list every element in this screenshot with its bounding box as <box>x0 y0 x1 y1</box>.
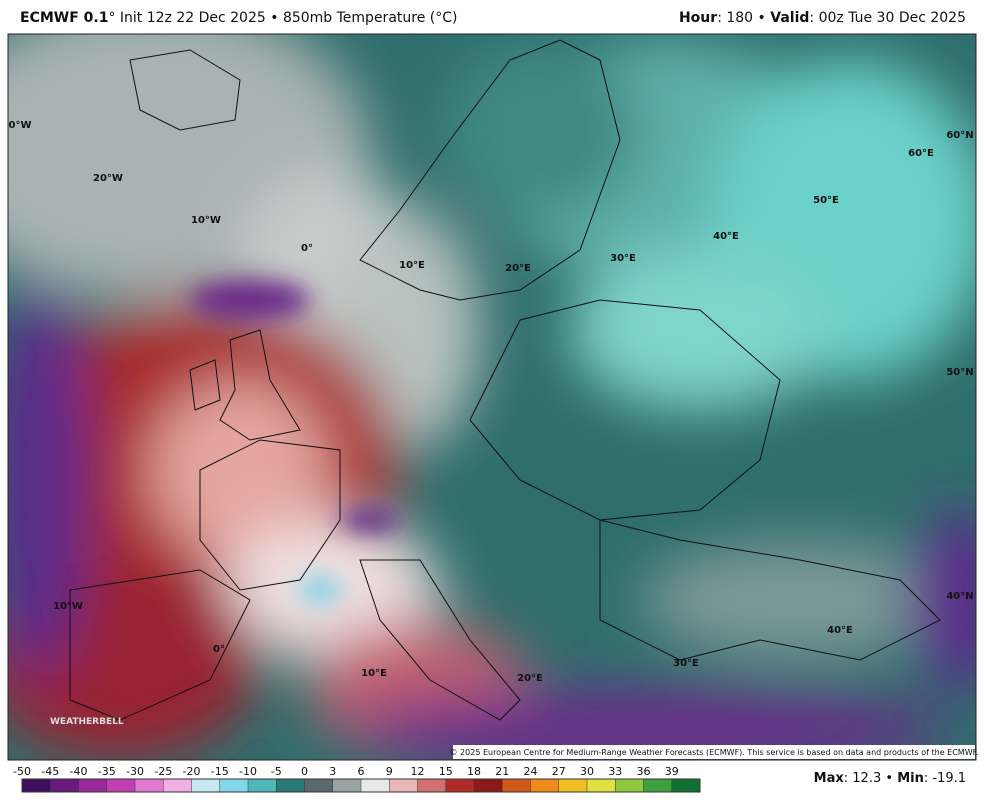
min-label: Min <box>897 771 924 786</box>
coastlines <box>69 39 941 721</box>
grid-label: 30°E <box>610 253 636 264</box>
grid-label: 20°E <box>505 263 531 274</box>
colorbar-swatch <box>587 779 616 792</box>
grid-label: 40°E <box>827 625 853 636</box>
separator: • <box>885 771 894 786</box>
colorbar-tick-label: 36 <box>637 765 651 778</box>
grid-label: 0° <box>213 644 225 655</box>
colorbar-tick-label: 39 <box>665 765 679 778</box>
grid-label: 50°N <box>946 367 973 378</box>
colorbar-swatch <box>361 779 390 792</box>
colorbar-tick-label: 15 <box>439 765 453 778</box>
colorbar-tick-label: -10 <box>239 765 257 778</box>
colorbar-swatch <box>163 779 192 792</box>
hour: 180 <box>726 10 754 26</box>
colorbar-tick-label: -50 <box>13 765 31 778</box>
subtitle: ° Init 12z 22 Dec 2025 • 850mb Temperatu… <box>108 10 458 26</box>
min: -19.1 <box>932 771 966 786</box>
colorbar-tick-label: 27 <box>552 765 566 778</box>
footer: Max: 12.3 • Min: -19.1 <box>813 771 966 786</box>
max-label: Max <box>813 771 844 786</box>
colorbar-tick-label: -30 <box>126 765 144 778</box>
colorbar-swatch <box>671 779 701 792</box>
colorbar-swatch <box>276 779 305 792</box>
colorbar-tick-label: -15 <box>211 765 229 778</box>
colorbar-swatch <box>615 779 644 792</box>
grid-label: 40°E <box>713 231 739 242</box>
colorbar-swatch <box>530 779 560 792</box>
grid-label: 0°W <box>9 120 32 131</box>
colorbar-swatch <box>191 779 221 792</box>
colorbar-swatch <box>50 779 79 792</box>
colorbar-tick-label: -45 <box>41 765 59 778</box>
valid-label: Valid <box>770 10 810 26</box>
colorbar-tick-label: -25 <box>154 765 172 778</box>
grid-label: 60°E <box>908 148 934 159</box>
colorbar-swatch <box>248 779 277 792</box>
grid-label: 50°E <box>813 195 839 206</box>
colorbar-swatch <box>417 779 447 792</box>
map-frame <box>7 33 977 761</box>
colorbar-tick-label: 30 <box>580 765 594 778</box>
colorbar-swatch <box>78 779 108 792</box>
colorbar-swatch <box>219 779 249 792</box>
logo: WEATHERBELL <box>50 717 124 727</box>
colorbar-tick-label: -5 <box>271 765 282 778</box>
max: 12.3 <box>852 771 882 786</box>
colorbar-swatch <box>106 779 136 792</box>
colorbar-swatch <box>332 779 362 792</box>
colorbar-tick-label: 3 <box>329 765 336 778</box>
colorbar-tick-label: 0 <box>301 765 308 778</box>
colorbar-swatch <box>22 779 51 792</box>
header-right: Hour: 180 • Valid: 00z Tue 30 Dec 2025 <box>678 10 966 26</box>
grid-label: 60°N <box>946 130 973 141</box>
colorbar-tick-label: 9 <box>386 765 393 778</box>
colorbar-swatch <box>445 779 475 792</box>
header-left: ECMWF 0.1° Init 12z 22 Dec 2025 • 850mb … <box>20 10 457 26</box>
colorbar-tick-label: -40 <box>70 765 88 778</box>
colorbar-swatch <box>389 779 418 792</box>
colorbar-tick-label: 6 <box>358 765 365 778</box>
colorbar-swatch <box>502 779 531 792</box>
grid-label: 10°E <box>399 260 425 271</box>
colorbar-tick-label: -20 <box>183 765 201 778</box>
grid-label: 30°E <box>673 658 699 669</box>
grid-label: 40°N <box>946 591 973 602</box>
colorbar-tick-label: 12 <box>411 765 425 778</box>
colorbar-swatch <box>474 779 503 792</box>
temperature-field <box>8 34 976 760</box>
hour-label: Hour <box>678 10 718 26</box>
grid-label: 20°E <box>517 673 543 684</box>
colorbar-swatch <box>643 779 673 792</box>
copyright: © 2025 European Centre for Medium-Range … <box>450 748 979 757</box>
grid-label: 10°W <box>53 601 83 612</box>
copyright-box <box>453 745 975 759</box>
grid-label: 0° <box>301 243 313 254</box>
colorbar-tick-label: 18 <box>467 765 481 778</box>
valid: 00z Tue 30 Dec 2025 <box>818 10 966 26</box>
colorbar-tick-label: 21 <box>495 765 509 778</box>
separator: • <box>757 10 766 26</box>
grid-label: 10°W <box>191 215 221 226</box>
model: ECMWF 0.1 <box>20 10 109 26</box>
colorbar-swatch <box>558 779 588 792</box>
grid-label: 10°E <box>361 668 387 679</box>
colorbar-tick-label: 33 <box>608 765 622 778</box>
colorbar-tick-label: 24 <box>524 765 538 778</box>
colorbar-swatch <box>135 779 164 792</box>
grid-label: 20°W <box>93 173 123 184</box>
colorbar-swatch <box>304 779 334 792</box>
colorbar-tick-label: -35 <box>98 765 116 778</box>
